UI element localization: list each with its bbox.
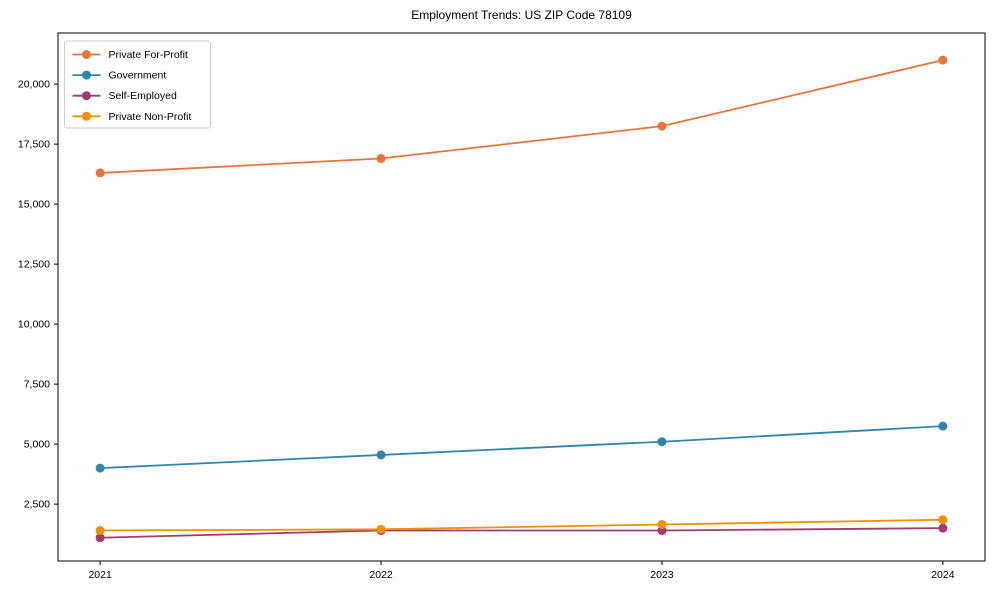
legend-marker-private-non-profit [82, 111, 91, 121]
series-line-self-employed [99, 527, 944, 539]
data-point-private-for-profit [95, 168, 105, 178]
y-tick-label: 7,500 [24, 379, 50, 391]
data-point-government [376, 450, 386, 460]
y-tick-label: 2,500 [24, 499, 50, 511]
series-line-private-for-profit [99, 59, 944, 174]
legend-label-private-non-profit: Private Non-Profit [109, 111, 192, 123]
data-point-private-non-profit [938, 515, 948, 525]
legend-marker-self-employed [82, 91, 91, 101]
data-point-private-non-profit [376, 524, 386, 534]
data-point-self-employed [95, 533, 105, 543]
x-tick-label: 2023 [650, 569, 674, 581]
x-tick-label: 2024 [931, 569, 955, 581]
y-tick-label: 10,000 [18, 319, 50, 331]
data-point-private-non-profit [95, 526, 105, 536]
chart-title: Employment Trends: US ZIP Code 78109 [411, 8, 632, 22]
legend-marker-government [82, 70, 91, 80]
legend-label-self-employed: Self-Employed [109, 90, 177, 102]
data-point-private-for-profit [657, 121, 667, 131]
data-point-self-employed [938, 523, 948, 533]
x-tick-label: 2022 [369, 569, 393, 581]
plot-border [57, 32, 986, 562]
data-point-private-for-profit [938, 55, 948, 65]
series-line-government [99, 425, 944, 470]
y-tick-label: 12,500 [18, 259, 50, 271]
legend-box [64, 40, 211, 129]
data-point-private-for-profit [376, 154, 386, 164]
y-tick-label: 17,500 [18, 139, 50, 151]
y-tick-label: 5,000 [24, 439, 50, 451]
legend-label-private-for-profit: Private For-Profit [109, 49, 188, 61]
x-tick-label: 2021 [88, 569, 112, 581]
y-tick-label: 15,000 [18, 199, 50, 211]
y-tick-label: 20,000 [18, 79, 50, 91]
data-point-government [938, 421, 948, 431]
data-point-private-non-profit [657, 520, 667, 530]
data-point-government [657, 437, 667, 447]
legend-label-government: Government [109, 70, 167, 82]
legend-marker-private-for-profit [82, 50, 91, 59]
data-point-government [95, 463, 105, 473]
series-line-private-non-profit [99, 518, 944, 532]
